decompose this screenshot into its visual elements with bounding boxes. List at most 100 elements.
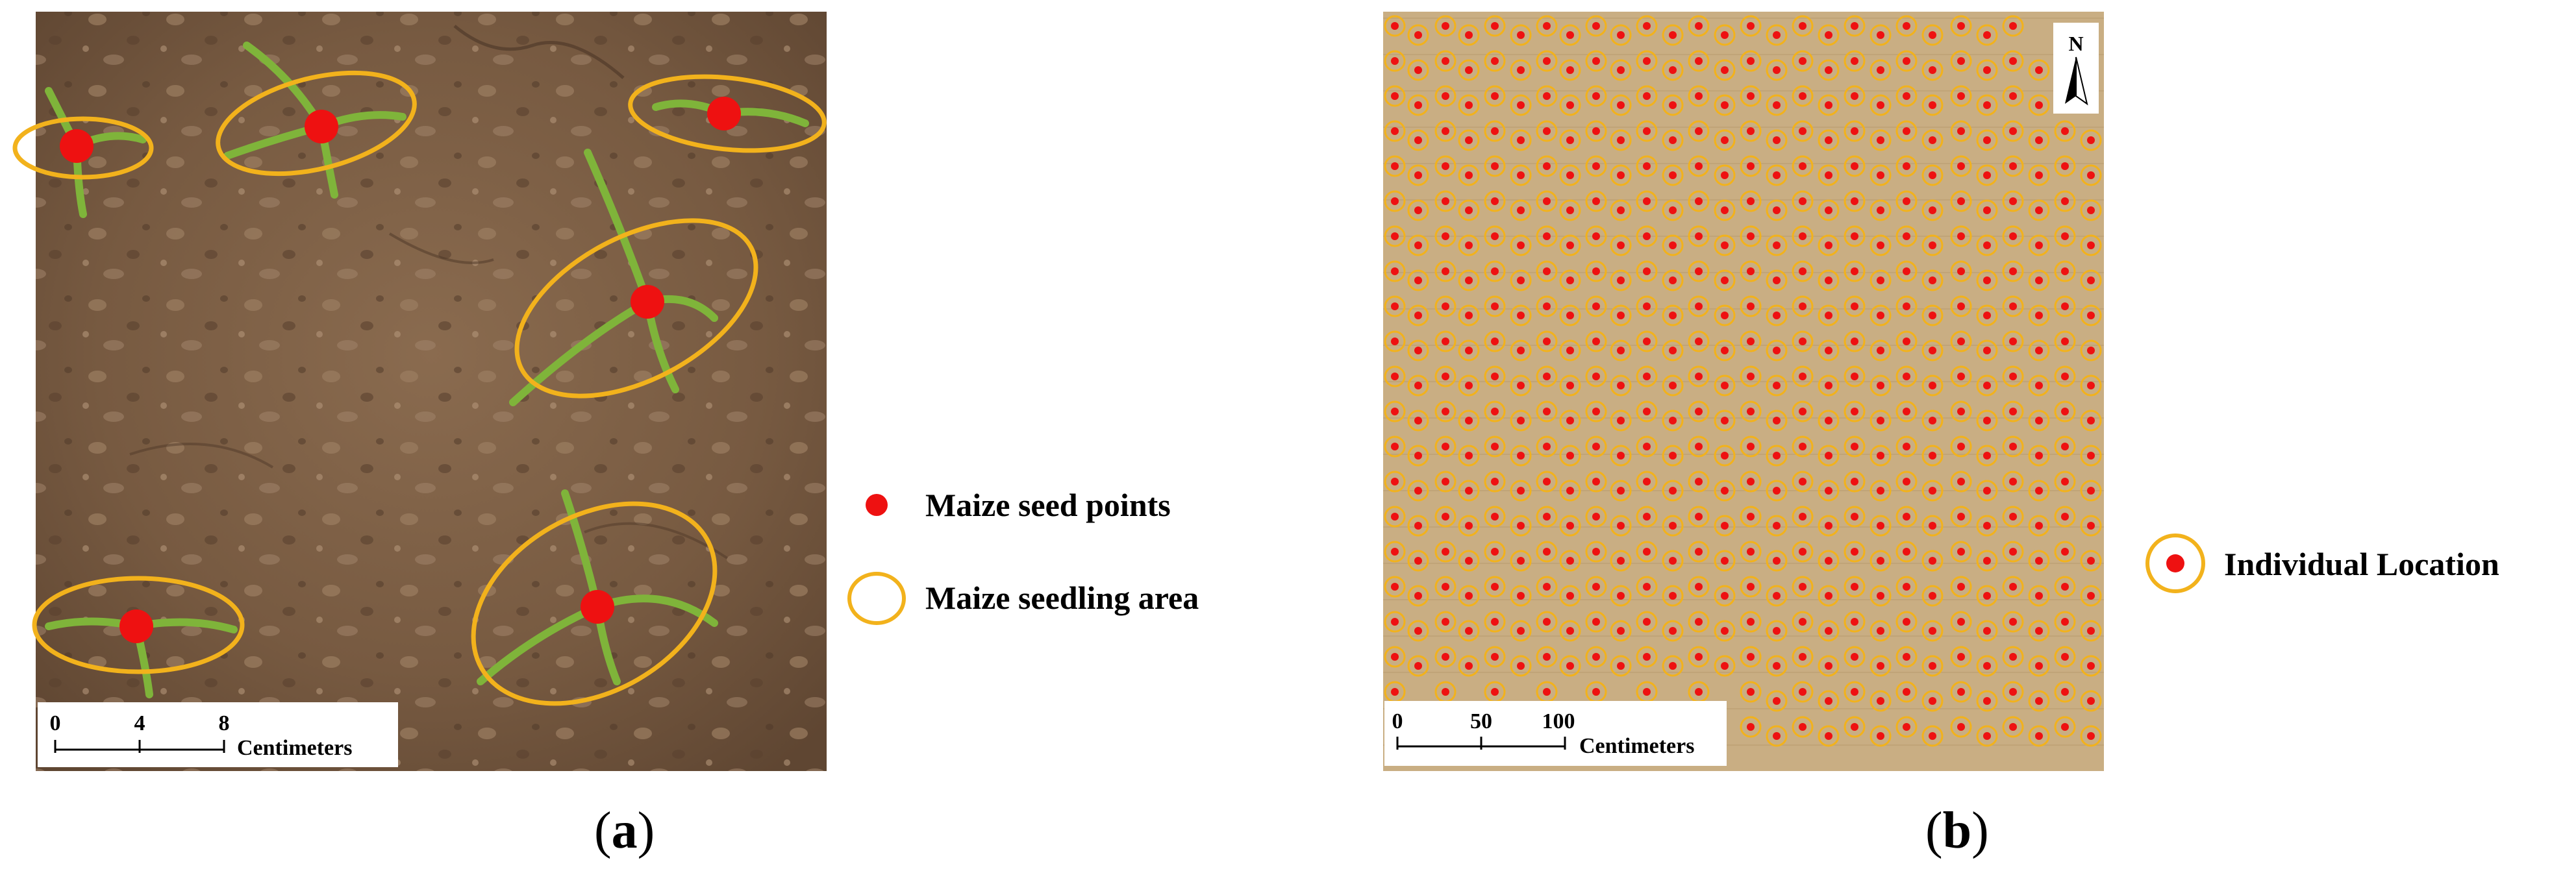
location-point [1566,522,1574,530]
location-point [1517,206,1525,214]
location-ring [1895,190,1918,212]
location-ring [1792,576,1814,598]
location-point [1721,487,1729,495]
location-point [1747,373,1755,380]
location-point [1877,171,1884,179]
location-ring [1610,550,1632,572]
location-ring [2080,725,2102,747]
location-point [1543,583,1551,591]
location-point [1983,697,1991,705]
location-ring [1510,445,1532,467]
location-ring [2002,436,2024,458]
location-point [1825,347,1832,354]
location-point [1773,347,1781,354]
location-point [1983,487,1991,495]
location-ring [1740,365,1762,387]
seed-point [60,129,94,163]
location-ring [1585,506,1607,528]
location-ring [1458,620,1480,642]
location-point [1566,452,1574,460]
location-ring [2054,716,2076,738]
location-point [1851,618,1858,626]
location-point [1929,522,1936,530]
location-ring [1484,260,1506,282]
location-point [2035,347,2043,354]
location-ring [1407,94,1429,116]
location-point [1669,347,1677,354]
location-point [1543,22,1551,30]
location-point [1825,662,1832,670]
seed-points [60,97,741,643]
location-ring [1740,506,1762,528]
location-ring [1610,24,1632,46]
location-point [1721,312,1729,319]
location-point [1592,373,1600,380]
location-point [2061,197,2069,205]
location-point [2061,267,2069,275]
location-point [1442,688,1449,696]
location-ring [1976,129,1998,151]
location-ring [1714,374,1736,397]
location-ring [1559,199,1581,221]
location-point [1592,653,1600,661]
location-ring [2054,260,2076,282]
location-ring [1818,304,1840,326]
location-ring [1766,690,1788,712]
location-ring [1636,15,1658,37]
location-ring [1766,199,1788,221]
location-ring [1434,365,1457,387]
location-point [1721,66,1729,74]
location-point [1929,136,1936,144]
location-point [2087,487,2095,495]
location-point [1929,557,1936,565]
location-ring [1895,646,1918,668]
location-ring [1818,690,1840,712]
location-ring [1688,330,1710,352]
location-point [2009,443,2017,450]
location-ring [1559,620,1581,642]
location-point [1799,723,1807,731]
location-ring [1869,59,1892,81]
location-ring [1818,94,1840,116]
location-point [1617,101,1625,109]
legend-label: Maize seedling area [925,580,1199,616]
location-point [1773,452,1781,460]
location-point [2061,408,2069,415]
location-point [1851,22,1858,30]
location-point [2009,373,2017,380]
location-point [1391,127,1399,135]
location-point [1643,583,1651,591]
location-ring [1869,480,1892,502]
location-ring [1792,646,1814,668]
location-point [2087,241,2095,249]
location-ring [2028,480,2050,502]
location-point [1957,723,1965,731]
location-ring [1869,445,1892,467]
location-ring [1636,400,1658,423]
location-point [1851,337,1858,345]
location-ring [1510,304,1532,326]
location-point [1566,241,1574,249]
location-ring [2080,585,2102,607]
location-point [1983,382,1991,389]
location-point [1957,302,1965,310]
location-ring [1636,611,1658,633]
location-point [1517,312,1525,319]
location-point [1391,197,1399,205]
location-ring [1766,164,1788,186]
location-ring [1510,620,1532,642]
location-ring [1792,295,1814,317]
location-point [2087,382,2095,389]
location-ring [1610,480,1632,502]
location-ring [1921,445,1944,467]
location-point [1695,267,1703,275]
location-point [1957,618,1965,626]
location-ring [1458,234,1480,256]
location-point [1851,548,1858,556]
location-point [1491,92,1499,100]
location-ring [2054,646,2076,668]
location-point [2009,408,2017,415]
location-point [1391,57,1399,65]
location-point [1799,618,1807,626]
location-ring [1585,611,1607,633]
